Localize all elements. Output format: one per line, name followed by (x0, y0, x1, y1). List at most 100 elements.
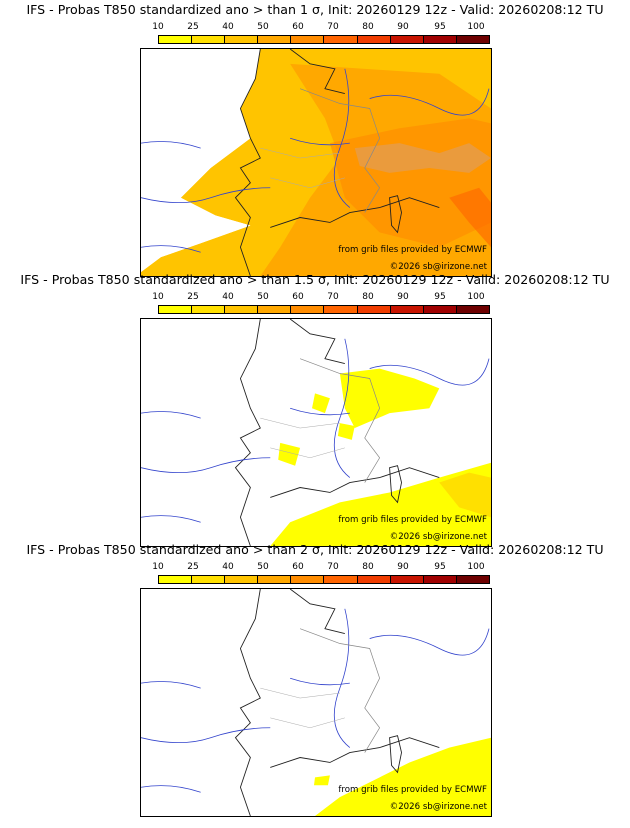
map-panel-2: IFS - Probas T850 standardized ano > tha… (0, 270, 630, 547)
river (369, 88, 490, 116)
river (141, 245, 201, 253)
shade-10 (315, 737, 491, 816)
colorbar-segment (159, 306, 193, 313)
colorbar-tick: 100 (467, 562, 485, 572)
colorbar-segment (324, 306, 358, 313)
colorbar-tick: 100 (467, 292, 485, 302)
river (333, 608, 351, 748)
border (299, 358, 381, 483)
credit-source: from grib files provided by ECMWF (338, 245, 487, 255)
border (260, 417, 340, 429)
colorbar-tick: 60 (292, 562, 304, 572)
colorbar-segment (456, 306, 489, 313)
coastline-corsica (389, 465, 402, 504)
colorbar-tick: 40 (222, 562, 234, 572)
river (141, 411, 201, 419)
border (270, 177, 345, 189)
colorbar-segment (390, 36, 424, 43)
credit-source: from grib files provided by ECMWF (338, 515, 487, 525)
credit-copyright: ©2026 sb@irizone.net (389, 802, 487, 812)
probability-map: from grib files provided by ECMWF ©2026 … (140, 588, 492, 817)
colorbar-segment (258, 306, 292, 313)
colorbar-ticks: 10 25 40 50 60 70 80 90 95 100 (0, 292, 630, 304)
shade-10 (337, 423, 355, 440)
colorbar-segment (324, 576, 358, 583)
colorbar-segment (357, 306, 391, 313)
colorbar-tick: 25 (187, 292, 199, 302)
shade-50 (449, 187, 491, 248)
shade-10 (312, 393, 330, 414)
border (260, 687, 340, 699)
shade-10 (278, 442, 301, 466)
colorbar-segment (225, 306, 259, 313)
colorbar-tick: 90 (397, 292, 409, 302)
coastline-corsica (389, 735, 402, 774)
colorbar-segment (324, 36, 358, 43)
border (260, 147, 340, 159)
panel-title: IFS - Probas T850 standardized ano > tha… (26, 2, 604, 17)
river (369, 358, 490, 386)
colorbar-tick: 95 (434, 292, 446, 302)
colorbar-tick: 80 (362, 22, 374, 32)
colorbar-segment (258, 576, 292, 583)
river (141, 515, 201, 523)
colorbar-tick: 25 (187, 22, 199, 32)
coastline (289, 319, 345, 365)
shade-10 (270, 462, 491, 546)
colorbar-tick: 50 (257, 292, 269, 302)
colorbar-tick: 70 (327, 22, 339, 32)
colorbar-tick: 40 (222, 292, 234, 302)
colorbar-segment (291, 36, 325, 43)
border (270, 717, 345, 729)
colorbar-segment (423, 576, 457, 583)
colorbar-tick: 50 (257, 562, 269, 572)
river (290, 407, 350, 416)
panel-title: IFS - Probas T850 standardized ano > tha… (20, 272, 610, 287)
colorbar-segment (192, 576, 226, 583)
shade-10 (339, 368, 440, 429)
colorbar-segment (423, 306, 457, 313)
coastline (270, 737, 440, 768)
shade-25 (439, 472, 491, 518)
colorbar-tick: 10 (152, 562, 164, 572)
colorbar-segment (225, 576, 259, 583)
colorbar-tick: 50 (257, 22, 269, 32)
shade-10 (314, 775, 330, 786)
colorbar-tick: 90 (397, 562, 409, 572)
colorbar-segment (357, 576, 391, 583)
coastline (234, 49, 261, 276)
colorbar-segment (159, 576, 193, 583)
coastline (234, 319, 261, 546)
colorbar-tick: 100 (467, 22, 485, 32)
colorbar (158, 575, 490, 584)
river (290, 137, 350, 146)
colorbar-segment (456, 36, 489, 43)
colorbar-tick: 10 (152, 292, 164, 302)
colorbar-segment (192, 36, 226, 43)
colorbar-tick: 40 (222, 22, 234, 32)
border (299, 88, 381, 213)
colorbar-tick: 95 (434, 562, 446, 572)
coastline (289, 49, 345, 95)
coastline (289, 589, 345, 635)
colorbar-segment (456, 576, 489, 583)
colorbar-segment (423, 36, 457, 43)
probability-map: from grib files provided by ECMWF ©2026 … (140, 48, 492, 277)
river (290, 677, 350, 686)
river (141, 681, 201, 689)
river (141, 141, 201, 149)
colorbar-ticks: 10 25 40 50 60 70 80 90 95 100 (0, 22, 630, 34)
colorbar-tick: 80 (362, 292, 374, 302)
colorbar-tick: 70 (327, 562, 339, 572)
credit-source: from grib files provided by ECMWF (338, 785, 487, 795)
colorbar-segment (225, 36, 259, 43)
coastline-corsica (389, 195, 402, 234)
colorbar-tick: 60 (292, 292, 304, 302)
colorbar-tick: 70 (327, 292, 339, 302)
colorbar-tick: 95 (434, 22, 446, 32)
border (299, 628, 381, 753)
river (141, 785, 201, 793)
credit-copyright: ©2026 sb@irizone.net (389, 262, 487, 272)
map-panel-3: IFS - Probas T850 standardized ano > tha… (0, 540, 630, 817)
colorbar-segment (390, 306, 424, 313)
